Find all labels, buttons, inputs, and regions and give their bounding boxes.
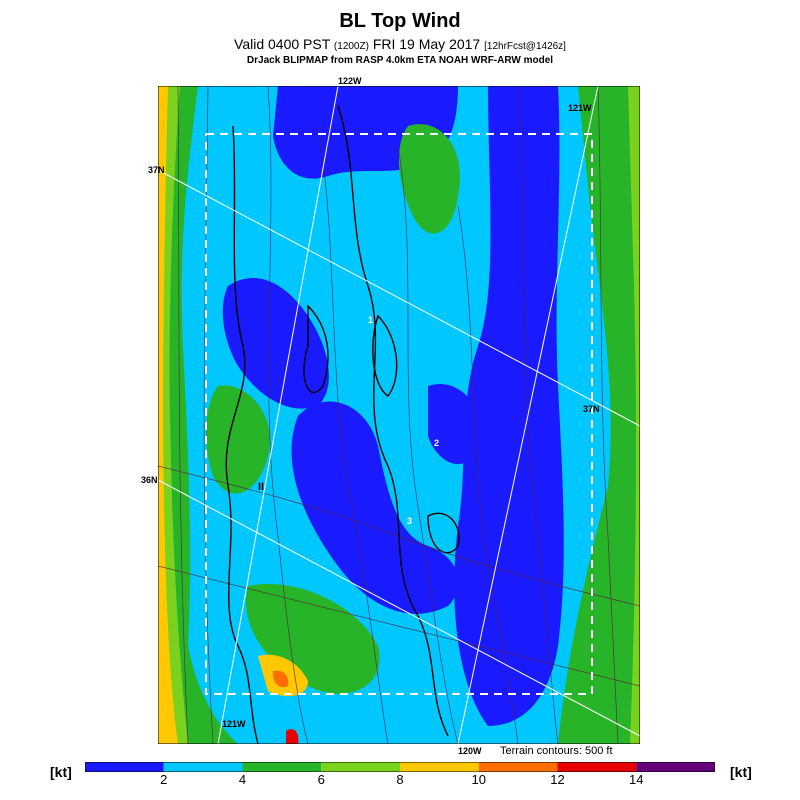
eastern-lightgreen-band (628, 86, 640, 744)
legend-tick-label: 10 (471, 772, 486, 787)
central-blue-region (291, 401, 459, 614)
south-orange-patch (272, 670, 289, 688)
legend-tick-label: 12 (550, 772, 565, 787)
forecast-info: [12hrFcst@1426z] (484, 41, 566, 52)
model-credit: DrJack BLIPMAP from RASP 4.0km ETA NOAH … (246, 55, 554, 66)
legend-swatch (321, 762, 400, 772)
legend-swatch (242, 762, 322, 772)
valid-utc: (1200Z) (333, 41, 369, 52)
blue-patch-right (428, 384, 480, 465)
chart-title: BL Top Wind (339, 10, 461, 32)
inner-domain-box (205, 133, 593, 695)
contour-label-1: 1 (368, 315, 374, 325)
lat-37n-right-label: 37N (583, 404, 600, 414)
terrain-contour-note: Terrain contours: 500 ft (500, 745, 613, 757)
lat-36n-label: 36N (141, 475, 158, 485)
legend-tick-label: 6 (317, 772, 325, 787)
legend-swatch (85, 762, 164, 772)
contour-label-3: 3 (407, 516, 413, 526)
legend-swatch (163, 762, 243, 772)
legend-unit-left: [kt] (50, 764, 72, 780)
legend-swatch (636, 762, 715, 772)
lat-lon-grid (158, 86, 640, 744)
coastal-green-band (158, 86, 238, 744)
valid-main: Valid 0400 PST (234, 36, 331, 52)
contour-label-2: 2 (434, 438, 440, 448)
lon-120w-label: 120W (458, 746, 482, 756)
legend-tick-label: 8 (396, 772, 404, 787)
wind-streamlines (158, 86, 640, 744)
lon-121w-bottom-label: 121W (222, 719, 246, 729)
wind-map (158, 86, 640, 744)
legend-tick-label: 4 (238, 772, 247, 787)
valid-date: FRI 19 May 2017 (372, 36, 481, 52)
valid-time-line: Valid 0400 PST (1200Z) FRI 19 May 2017 [… (0, 36, 800, 52)
terrain-contours (225, 105, 460, 744)
legend-swatch (478, 762, 558, 772)
color-legend-bar (85, 762, 715, 772)
contour-label-ii: II (258, 481, 265, 493)
legend-tick-label: 14 (629, 772, 644, 787)
bottom-red-patch (286, 729, 299, 744)
legend-swatch (400, 762, 479, 772)
eastern-green-band (558, 86, 640, 744)
legend-unit-right: [kt] (730, 764, 752, 780)
eastern-blue-region (454, 86, 564, 726)
mid-blue-region (222, 277, 329, 409)
coastal-yellow-band (158, 86, 178, 744)
legend-swatch (557, 762, 637, 772)
legend-tick-label: 2 (160, 772, 168, 787)
lon-121w-top-label: 121W (568, 103, 592, 113)
north-green-patch (398, 124, 460, 234)
lon-122w-label: 122W (338, 76, 362, 86)
west-green-patch (206, 385, 270, 494)
lat-37n-left-label: 37N (148, 165, 165, 175)
